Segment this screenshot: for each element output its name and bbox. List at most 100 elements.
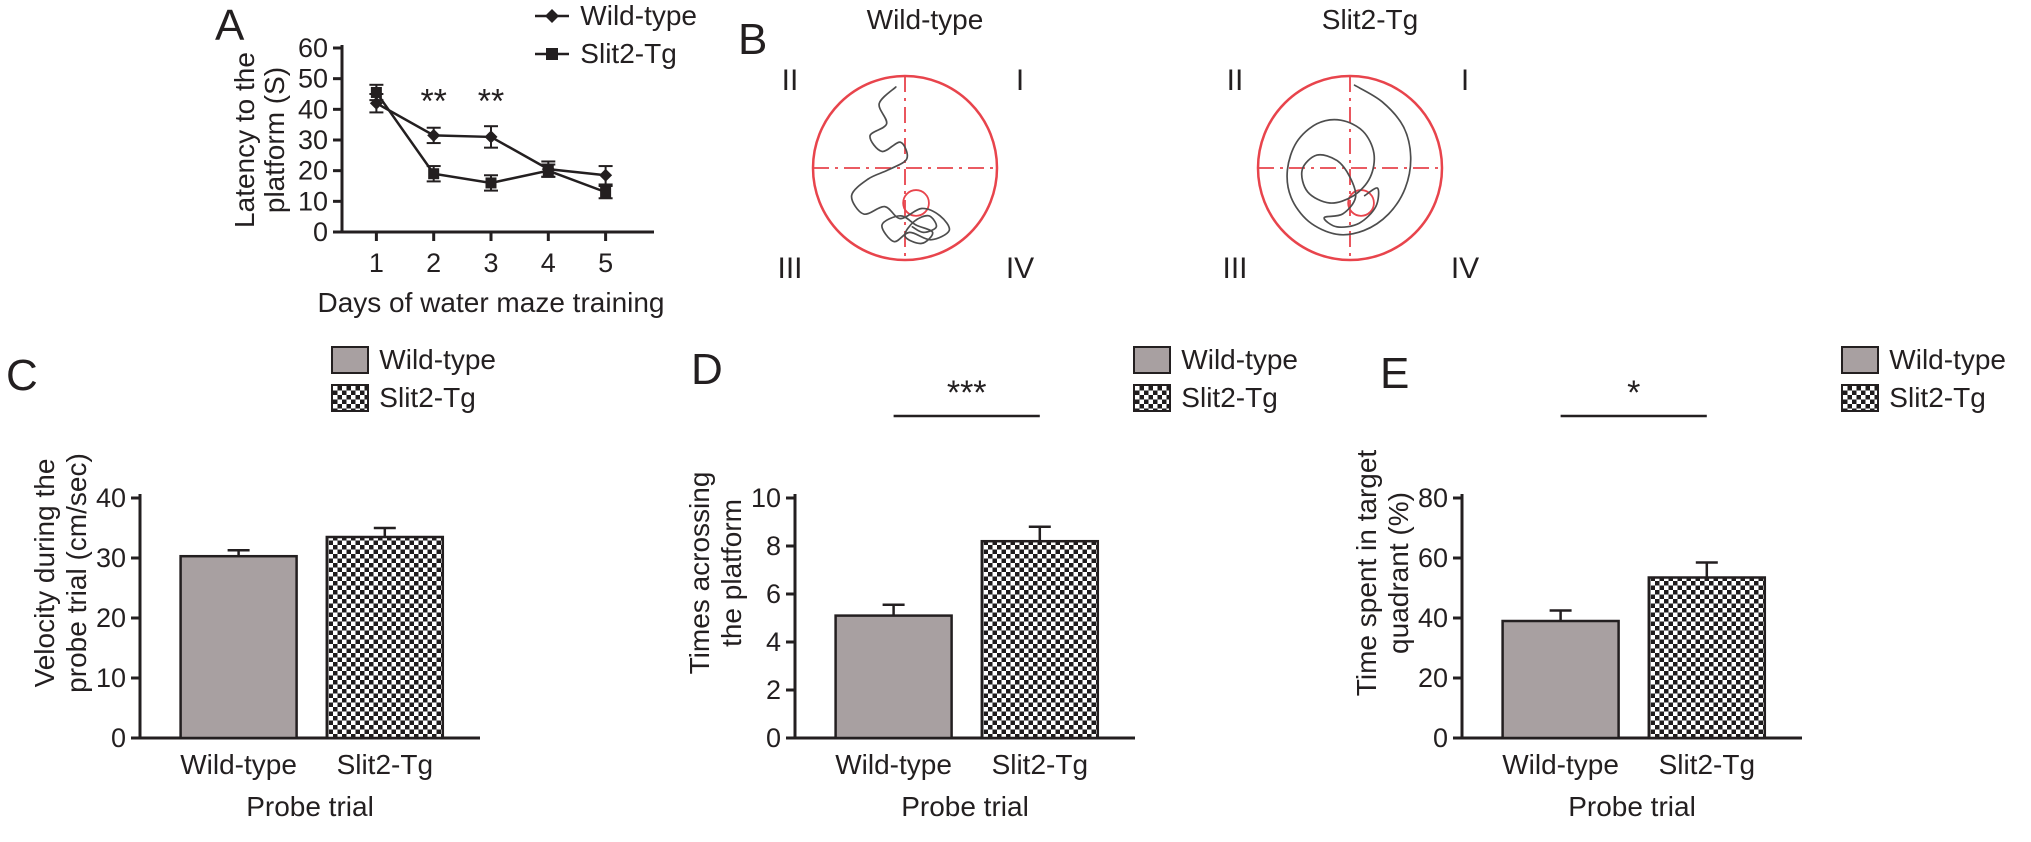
svg-text:40: 40 — [1418, 603, 1448, 633]
legend-label-wild-type: Wild-type — [379, 344, 496, 375]
bar-wild-type — [1501, 619, 1620, 740]
svg-text:40: 40 — [298, 94, 328, 124]
y-axis-label: probe trial (cm/sec) — [61, 453, 92, 693]
gray-swatch-icon — [1133, 346, 1172, 374]
swim-plot-wild-type: Wild-type II I III IV — [730, 0, 1120, 324]
significance-marker: *** — [947, 374, 987, 412]
panel-e: E Wild-type Slit2-Tg 0 20 40 60 80 Wild-type S… — [1322, 338, 2031, 842]
y-axis-label: platform (S) — [259, 67, 290, 213]
significance-marker: ** — [420, 82, 446, 120]
quadrant-label-ii: II — [782, 64, 799, 97]
panel-e-legend: Wild-type Slit2-Tg — [1841, 344, 2006, 414]
quadrant-label-iii: III — [1222, 252, 1247, 285]
panel-a-label: A — [215, 1, 245, 50]
panel-d: D Wild-type Slit2-Tg 0 2 4 6 8 10 Wild-type Sli… — [655, 338, 1310, 842]
svg-text:50: 50 — [298, 64, 328, 94]
checker-swatch-icon — [331, 384, 370, 412]
category-label-slit2-tg: Slit2-Tg — [1659, 749, 1755, 780]
swim-plot-slit2-tg: Slit2-Tg II I III IV — [1175, 0, 1565, 324]
bar-slit2-tg — [325, 535, 445, 740]
svg-text:60: 60 — [1418, 543, 1448, 573]
gray-swatch-icon — [331, 346, 370, 374]
y-axis-label: Latency to the — [229, 52, 260, 228]
svg-text:30: 30 — [96, 543, 126, 573]
y-axis-label: Times acrossing — [684, 472, 715, 675]
svg-text:20: 20 — [1418, 663, 1448, 693]
swim-title-wild-type: Wild-type — [866, 4, 984, 35]
y-axis-label: Time spent in target — [1351, 450, 1382, 697]
category-label-wild-type: Wild-type — [1502, 749, 1619, 780]
svg-text:4: 4 — [766, 627, 781, 657]
diamond-line-marker-icon — [535, 9, 570, 23]
category-label-wild-type: Wild-type — [835, 749, 952, 780]
series-slit2-tg — [369, 83, 613, 200]
legend-label-slit2-tg: Slit2-Tg — [1181, 382, 1278, 413]
panel-a: A Wild-type Slit2-Tg 0 10 20 30 40 50 60 1 2 3 4 5 D… — [160, 0, 735, 335]
legend-item-wild-type: Wild-type — [534, 0, 697, 32]
checker-swatch-icon — [1133, 384, 1172, 412]
category-label-slit2-tg: Slit2-Tg — [337, 749, 433, 780]
svg-text:40: 40 — [96, 483, 126, 513]
x-axis-label: Probe trial — [246, 791, 374, 822]
category-label-wild-type: Wild-type — [180, 749, 297, 780]
legend-item-slit2-tg: Slit2-Tg — [534, 38, 697, 70]
legend-label-slit2-tg: Slit2-Tg — [379, 382, 476, 413]
legend-label-wild-type: Wild-type — [1181, 344, 1298, 375]
swim-trace — [850, 86, 951, 245]
quadrant-label-ii: II — [1227, 64, 1244, 97]
velocity-bar-chart: 0 10 20 30 40 Wild-type Slit2-Tg Probe trial Vel… — [29, 453, 480, 822]
svg-text:60: 60 — [298, 33, 328, 63]
svg-text:0: 0 — [111, 723, 126, 753]
swim-trace — [1286, 84, 1412, 236]
legend-item-wild-type: Wild-type — [331, 344, 496, 376]
panel-c: C Wild-type Slit2-Tg 0 10 20 30 40 Wild-type S… — [0, 338, 510, 842]
platform-marker — [1347, 189, 1375, 217]
quadrant-time-bar-chart: 0 20 40 60 80 Wild-type Slit2-Tg Probe trial Tim… — [1351, 374, 1802, 822]
swim-title-slit2-tg: Slit2-Tg — [1321, 4, 1419, 35]
legend-label-slit2-tg: Slit2-Tg — [580, 38, 677, 69]
legend-label-wild-type: Wild-type — [1889, 344, 2006, 375]
quadrant-label-i: I — [1461, 64, 1469, 97]
significance-marker: * — [1627, 374, 1640, 412]
svg-text:2: 2 — [766, 675, 781, 705]
svg-text:10: 10 — [298, 186, 328, 216]
quadrant-label-iv: IV — [1006, 252, 1034, 285]
bar-slit2-tg — [980, 539, 1100, 740]
legend-label-wild-type: Wild-type — [580, 0, 697, 31]
svg-text:5: 5 — [598, 248, 613, 278]
quadrant-label-iv: IV — [1451, 252, 1479, 285]
bar-plot: 0 2 4 6 8 10 Wild-type Slit2-Tg Probe trial Times… — [684, 374, 1135, 822]
panel-c-legend: Wild-type Slit2-Tg — [331, 344, 496, 414]
panel-e-label: E — [1380, 349, 1410, 398]
crossings-bar-chart: 0 2 4 6 8 10 Wild-type Slit2-Tg Probe trial Times… — [684, 374, 1135, 822]
y-axis-label: Velocity during the — [29, 459, 60, 688]
checker-swatch-icon — [1841, 384, 1880, 412]
bar-wild-type — [834, 614, 953, 740]
platform-marker — [902, 189, 930, 217]
bar-plot: 0 10 20 30 40 Wild-type Slit2-Tg Probe trial Vel… — [29, 453, 480, 822]
pool-circle — [811, 74, 999, 262]
panel-c-label: C — [6, 351, 38, 400]
svg-text:30: 30 — [298, 125, 328, 155]
panel-d-label: D — [691, 345, 723, 394]
pool-circle — [1256, 74, 1444, 262]
legend-item-wild-type: Wild-type — [1133, 344, 1298, 376]
svg-text:10: 10 — [96, 663, 126, 693]
bar-plot: 0 20 40 60 80 Wild-type Slit2-Tg Probe trial Tim… — [1351, 374, 1802, 822]
panel-b: B Wild-type II I III IV Slit2-Tg II I III IV — [730, 0, 1575, 335]
bar-slit2-tg — [1647, 576, 1767, 740]
x-axis-label: Probe trial — [901, 791, 1029, 822]
svg-text:20: 20 — [298, 156, 328, 186]
svg-text:1: 1 — [369, 248, 384, 278]
bar-wild-type — [179, 554, 298, 740]
gray-swatch-icon — [1841, 346, 1880, 374]
svg-text:0: 0 — [1433, 723, 1448, 753]
quadrant-label-iii: III — [777, 252, 802, 285]
legend-item-slit2-tg: Slit2-Tg — [331, 382, 496, 414]
